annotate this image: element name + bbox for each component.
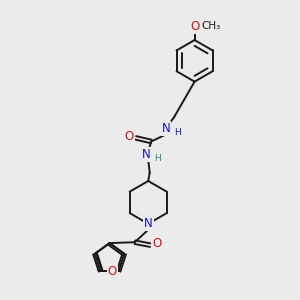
Text: N: N — [142, 148, 151, 161]
Text: CH₃: CH₃ — [201, 21, 220, 31]
Text: N: N — [162, 122, 170, 135]
Text: H: H — [154, 154, 161, 163]
Text: N: N — [144, 217, 153, 230]
Text: O: O — [124, 130, 134, 143]
Text: H: H — [174, 128, 180, 137]
Text: O: O — [190, 20, 199, 33]
Text: O: O — [152, 237, 161, 250]
Text: O: O — [107, 265, 117, 278]
